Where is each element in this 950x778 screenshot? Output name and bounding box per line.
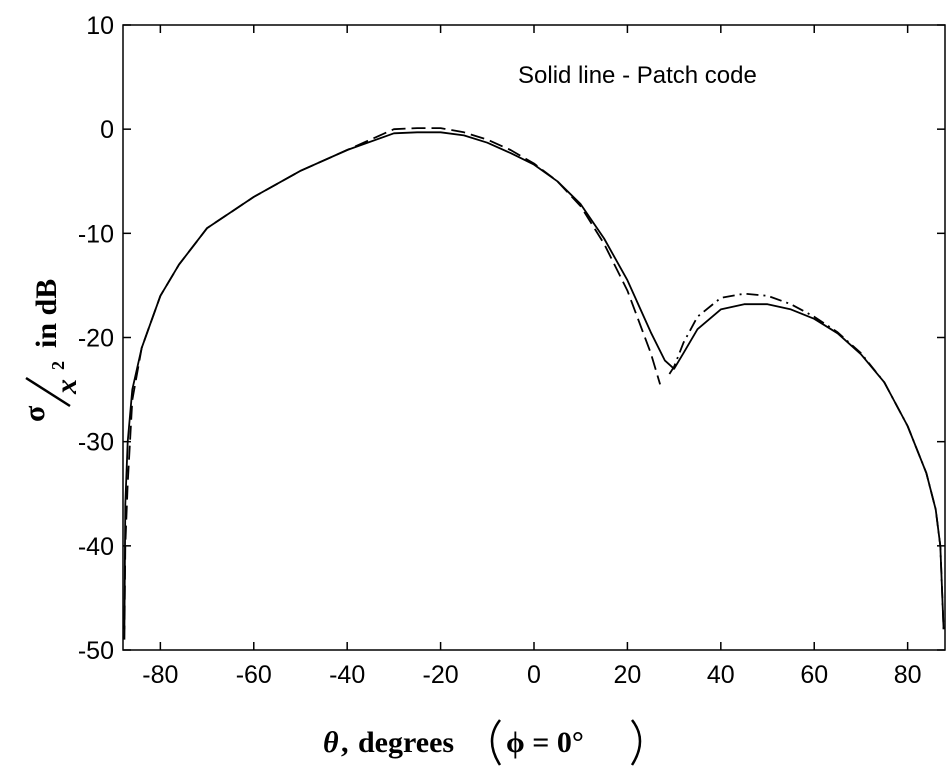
y-tick-label: -20 [78,325,114,353]
y-label-sigma: σ [18,405,51,422]
y-tick-label: 0 [100,116,114,144]
series-lines [123,127,945,640]
plot-frame [122,24,946,651]
y-axis-label: σ x 2 in dB [18,279,83,422]
y-tick-label: -10 [78,220,114,248]
x-tick-label: 0 [527,661,541,689]
y-tick-label: -40 [78,533,114,561]
y-label-x: x [50,379,83,395]
annotation-text: Solid line - Patch code [518,62,757,89]
x-label-theta: θ [323,726,339,759]
x-tick-label: -80 [142,661,178,689]
series-line-dash-dot [668,292,945,630]
y-tick-label: -50 [78,637,114,665]
y-label-rest: in dB [30,279,63,348]
x-tick-label: 60 [800,661,828,689]
y-label-exponent: 2 [48,361,68,370]
x-axis-label: θ , degrees ϕ = 0° [323,719,642,766]
x-tick-label: 20 [614,661,642,689]
x-tick-label: 40 [707,661,735,689]
x-label-comma: , [341,726,349,759]
x-tick-label: -20 [423,661,459,689]
ticks [123,24,945,651]
x-label-phi-expr: ϕ = 0° [506,726,584,759]
x-tick-label: -60 [236,661,272,689]
right-paren [630,719,642,766]
y-tick-label: 10 [86,12,114,40]
left-paren [490,719,502,766]
y-tick-label: -30 [78,429,114,457]
y-label-slash [25,376,71,408]
series-line-dashed [123,127,661,640]
x-tick-label: -40 [329,661,365,689]
x-tick-label: 80 [894,661,922,689]
x-label-degrees: degrees [358,726,454,759]
